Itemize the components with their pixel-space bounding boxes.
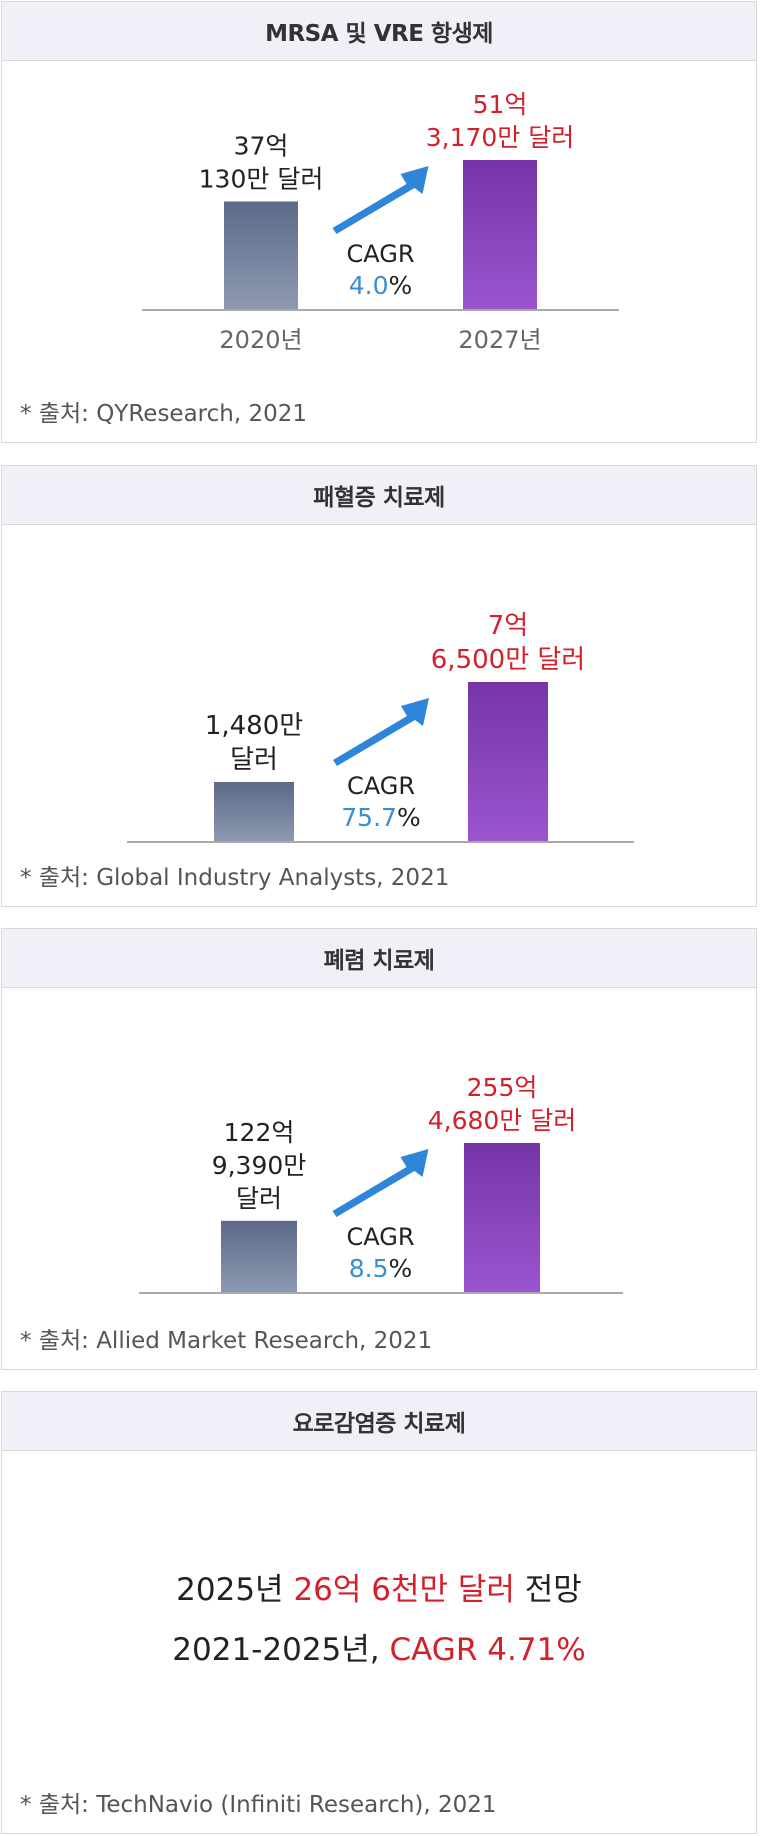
panel-title: 폐렴 치료제: [2, 929, 756, 988]
panel-uti: 요로감염증 치료제 2025년 26억 6천만 달러 전망 2021-2025년…: [1, 1391, 757, 1834]
bar-2030년: [464, 1143, 540, 1293]
value-label: 9,390만: [212, 1151, 307, 1180]
projection-line-2: 2021-2025년, CAGR 4.71%: [2, 1620, 756, 1680]
bar-2027년: [463, 160, 537, 310]
bar-2020년: [214, 782, 294, 842]
panel-sepsis: 패혈증 치료제 1,480만달러2020년7억6,500만 달러2027년CAG…: [1, 465, 757, 907]
tick-label: 2027년: [458, 326, 541, 354]
market-chart: 1,480만달러2020년7억6,500만 달러2027년CAGR75.7%: [127, 611, 634, 843]
panel-title: 요로감염증 치료제: [2, 1392, 756, 1451]
cagr-label: CAGR: [346, 240, 414, 268]
market-chart: 37억 130만 달러 2020년 51억 3,170만 달러 2027년 CAGR 4.0%: [142, 90, 619, 354]
value-label: 3,170만 달러: [426, 123, 575, 152]
value-label: 122억: [224, 1118, 295, 1147]
value-label: 255억: [467, 1073, 538, 1102]
cagr-label: CAGR: [346, 1223, 414, 1251]
cagr-value: 4.0%: [349, 271, 413, 300]
value-label: 37억: [234, 131, 289, 160]
value-label: 1,480만: [205, 711, 303, 741]
growth-arrow-icon: [333, 698, 429, 766]
value-label: 달러: [230, 745, 278, 775]
cagr-value: 8.5%: [349, 1254, 413, 1283]
source-note: * 출처: TechNavio (Infiniti Research), 202…: [20, 1792, 497, 1818]
panel-title: MRSA 및 VRE 항생제: [2, 2, 756, 61]
panel-mrsa-vre: MRSA 및 VRE 항생제 37억 130만 달러 2020년 51억 3,170만 …: [1, 1, 757, 443]
bar-2020년: [221, 1220, 297, 1293]
value-label: 51억: [473, 90, 528, 119]
projection-suffix: 전망: [514, 1572, 582, 1608]
source-note: * 출처: QYResearch, 2021: [20, 401, 307, 427]
projection-cagr: CAGR 4.71%: [389, 1632, 586, 1668]
growth-arrow-icon: [332, 166, 429, 234]
value-label: 달러: [236, 1184, 282, 1213]
projection-line-1: 2025년 26억 6천만 달러 전망: [2, 1560, 756, 1620]
cagr-value: 75.7%: [341, 803, 420, 832]
value-label: 7억: [488, 611, 528, 641]
source-note: * 출처: Global Industry Analysts, 2021: [20, 865, 450, 891]
growth-arrow-icon: [332, 1149, 429, 1217]
cagr-label: CAGR: [347, 772, 415, 800]
bar-2027년: [468, 682, 548, 842]
projection-year: 2025년: [176, 1572, 294, 1608]
tick-label: 2020년: [219, 326, 302, 354]
value-label: 4,680만 달러: [428, 1106, 577, 1135]
projection-period: 2021-2025년,: [172, 1632, 390, 1668]
bar-2020년: [224, 201, 298, 310]
source-note: * 출처: Allied Market Research, 2021: [20, 1328, 433, 1354]
value-label: 130만 달러: [199, 164, 324, 193]
value-label: 6,500만 달러: [431, 645, 585, 675]
projection-amount: 26억 6천만 달러: [293, 1572, 515, 1608]
panel-title: 패혈증 치료제: [2, 466, 756, 525]
